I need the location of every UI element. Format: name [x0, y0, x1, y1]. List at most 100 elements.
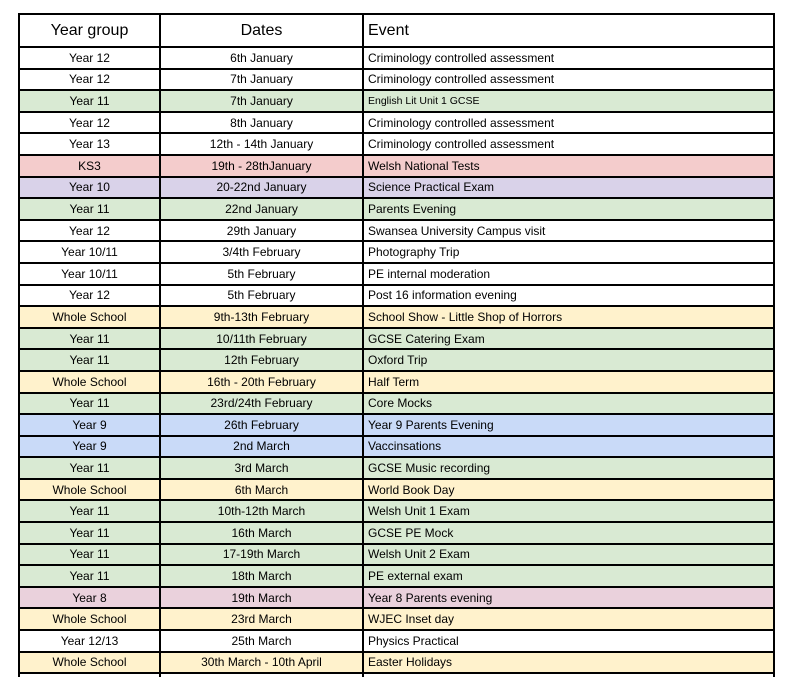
table-row: Year 11 16th March GCSE PE Mock: [18, 521, 775, 545]
dates-cell: 3/4th February: [159, 240, 364, 264]
dates-cell: 7th January: [159, 67, 364, 92]
event-cell: Criminology controlled assessment: [362, 46, 775, 70]
event-cell: Swansea University Campus visit: [362, 218, 775, 243]
event-cell: GCSE PE Mock: [362, 521, 775, 545]
table-row: Year 11 17-19th March Welsh Unit 2 Exam: [18, 542, 775, 567]
event-cell: Criminology controlled assessment: [362, 110, 775, 135]
event-cell: Criminology controlled assessment: [362, 132, 775, 156]
table-row: Year 9 26th February Year 9 Parents Evenin…: [18, 413, 775, 437]
event-cell: Parents Evening: [362, 197, 775, 221]
school-events-calendar: Year group Dates Event Year 12 6th Januar…: [18, 13, 775, 678]
dates-cell: 25th March: [159, 629, 364, 653]
table-row: Year 13 12th - 14th January Criminology co…: [18, 132, 775, 156]
dates-cell: 19th - 28thJanuary: [159, 153, 364, 178]
empty-cell: [159, 672, 364, 678]
table-row: Whole School 30th March - 10th April Easte…: [18, 650, 775, 675]
dates-cell: 18th March: [159, 564, 364, 588]
dates-cell: 5th February: [159, 283, 364, 308]
event-cell: Welsh Unit 2 Exam: [362, 542, 775, 567]
table-row: Year 11 18th March PE external exam: [18, 564, 775, 588]
table-row: Year 10/11 3/4th February Photography Trip: [18, 240, 775, 264]
table-row: Whole School 16th - 20th February Half Ter…: [18, 369, 775, 394]
table-row: Year 12 8th January Criminology controlled…: [18, 110, 775, 135]
year-group-cell: Year 12: [18, 67, 161, 92]
dates-cell: 12th - 14th January: [159, 132, 364, 156]
table-row: Year 12 5th February Post 16 information e…: [18, 283, 775, 308]
event-cell: World Book Day: [362, 477, 775, 502]
event-cell: English Lit Unit 1 GCSE: [362, 89, 775, 113]
year-group-cell: Year 11: [18, 521, 161, 545]
event-cell: GCSE Music recording: [362, 456, 775, 480]
header-row: Year group Dates Event: [18, 13, 775, 48]
table-row: Year 10 20-22nd January Science Practical …: [18, 175, 775, 200]
year-group-cell: Year 11: [18, 89, 161, 113]
dates-cell: 19th March: [159, 585, 364, 610]
partial-empty-row: [18, 672, 775, 678]
year-group-cell: Year 11: [18, 456, 161, 480]
table-row: Whole School 9th-13th February School Show…: [18, 305, 775, 329]
dates-cell: 7th January: [159, 89, 364, 113]
year-group-cell: Year 10: [18, 175, 161, 200]
year-group-cell: Year 11: [18, 499, 161, 524]
table-row: Year 11 12th February Oxford Trip: [18, 348, 775, 372]
column-header-event: Event: [362, 13, 775, 48]
dates-cell: 23rd/24th February: [159, 391, 364, 416]
dates-cell: 29th January: [159, 218, 364, 243]
event-cell: Oxford Trip: [362, 348, 775, 372]
table-row: Year 11 10/11th February GCSE Catering Exa…: [18, 326, 775, 351]
table-row: Year 11 22nd January Parents Evening: [18, 197, 775, 221]
year-group-cell: Year 11: [18, 564, 161, 588]
table-row: Whole School 6th March World Book Day: [18, 477, 775, 502]
year-group-cell: Year 12: [18, 283, 161, 308]
event-cell: Physics Practical: [362, 629, 775, 653]
year-group-cell: Whole School: [18, 477, 161, 502]
table-row: Year 11 10th-12th March Welsh Unit 1 Exam: [18, 499, 775, 524]
dates-cell: 12th February: [159, 348, 364, 372]
year-group-cell: Whole School: [18, 369, 161, 394]
table-row: Year 8 19th March Year 8 Parents evening: [18, 585, 775, 610]
dates-cell: 22nd January: [159, 197, 364, 221]
table-row: Year 12 7th January Criminology controlled…: [18, 67, 775, 92]
event-cell: Half Term: [362, 369, 775, 394]
event-cell: WJEC Inset day: [362, 607, 775, 632]
dates-cell: 8th January: [159, 110, 364, 135]
dates-cell: 26th February: [159, 413, 364, 437]
column-header-year-group: Year group: [18, 13, 161, 48]
dates-cell: 17-19th March: [159, 542, 364, 567]
year-group-cell: Year 10/11: [18, 240, 161, 264]
event-cell: Post 16 information evening: [362, 283, 775, 308]
year-group-cell: Year 12: [18, 46, 161, 70]
event-cell: Science Practical Exam: [362, 175, 775, 200]
year-group-cell: Year 11: [18, 326, 161, 351]
empty-cell: [18, 672, 161, 678]
dates-cell: 6th January: [159, 46, 364, 70]
events-table-body: Year 12 6th January Criminology controlled…: [18, 46, 775, 678]
event-cell: School Show - Little Shop of Horrors: [362, 305, 775, 329]
dates-cell: 16th March: [159, 521, 364, 545]
table-row: Year 12 29th January Swansea University Ca…: [18, 218, 775, 243]
year-group-cell: KS3: [18, 153, 161, 178]
dates-cell: 16th - 20th February: [159, 369, 364, 394]
year-group-cell: Year 12: [18, 218, 161, 243]
year-group-cell: Year 10/11: [18, 261, 161, 286]
dates-cell: 3rd March: [159, 456, 364, 480]
year-group-cell: Year 11: [18, 542, 161, 567]
table-row: Year 11 3rd March GCSE Music recording: [18, 456, 775, 480]
event-cell: PE internal moderation: [362, 261, 775, 286]
year-group-cell: Whole School: [18, 607, 161, 632]
table-row: KS3 19th - 28thJanuary Welsh National Test…: [18, 153, 775, 178]
year-group-cell: Year 11: [18, 391, 161, 416]
year-group-cell: Year 8: [18, 585, 161, 610]
table-row: Year 12/13 25th March Physics Practical: [18, 629, 775, 653]
table-row: Year 10/11 5th February PE internal modera…: [18, 261, 775, 286]
year-group-cell: Year 11: [18, 348, 161, 372]
event-cell: GCSE Catering Exam: [362, 326, 775, 351]
year-group-cell: Year 9: [18, 413, 161, 437]
event-cell: Core Mocks: [362, 391, 775, 416]
year-group-cell: Year 11: [18, 197, 161, 221]
dates-cell: 10th-12th March: [159, 499, 364, 524]
event-cell: PE external exam: [362, 564, 775, 588]
year-group-cell: Whole School: [18, 305, 161, 329]
dates-cell: 10/11th February: [159, 326, 364, 351]
column-header-dates: Dates: [159, 13, 364, 48]
